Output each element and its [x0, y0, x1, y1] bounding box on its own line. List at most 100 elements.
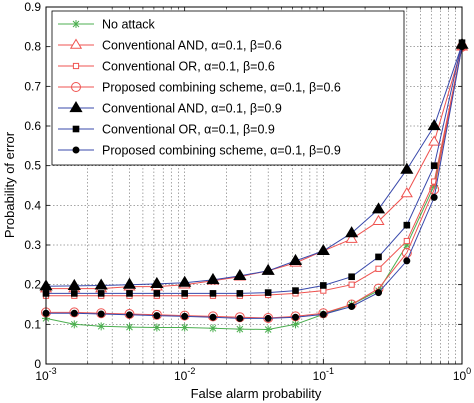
legend-item: Proposed combining scheme, α=0.1, β=0.6: [58, 81, 341, 95]
data-point: [125, 323, 134, 332]
y-tick-label: 0.1: [24, 317, 41, 331]
data-point: [403, 237, 410, 245]
x-tick-label: 10-3: [35, 366, 56, 383]
legend-label: Conventional OR, α=0.1, β=0.9: [102, 123, 275, 137]
data-point: [345, 232, 358, 243]
data-point: [348, 302, 356, 310]
legend-label: Conventional AND, α=0.1, β=0.6: [102, 39, 282, 53]
data-point: [97, 310, 105, 318]
data-point: [345, 226, 359, 238]
y-tick-label: 0.3: [24, 238, 41, 252]
data-point: [371, 202, 386, 214]
data-point: [291, 320, 300, 329]
data-point: [180, 323, 189, 332]
data-point: [428, 135, 441, 146]
data-point: [264, 314, 272, 322]
data-point: [150, 276, 164, 288]
data-point: [72, 20, 80, 28]
data-point: [430, 162, 438, 169]
data-point: [400, 162, 414, 174]
y-tick-label: 0.8: [24, 40, 41, 54]
legend-item: Conventional AND, α=0.1, β=0.6: [58, 39, 282, 53]
data-point: [72, 146, 80, 154]
data-point: [400, 186, 413, 198]
y-tick-label: 0.9: [24, 0, 41, 14]
data-point: [348, 281, 355, 288]
legend-item: Conventional AND, α=0.1, β=0.9: [58, 101, 282, 116]
data-point: [402, 241, 411, 249]
data-point: [320, 287, 327, 294]
legend-item: No attack: [58, 18, 156, 32]
series-line: [45, 44, 463, 287]
series-line: [46, 46, 463, 297]
data-point: [72, 125, 80, 133]
series-7: [42, 43, 466, 322]
data-point: [209, 290, 217, 297]
data-point: [320, 282, 327, 289]
data-point: [209, 313, 217, 321]
y-axis-label: Probability of error: [2, 131, 17, 238]
data-point: [71, 290, 78, 297]
data-point: [70, 320, 79, 329]
data-point: [372, 214, 385, 225]
data-point: [430, 193, 438, 201]
data-point: [292, 287, 299, 294]
data-point: [206, 272, 220, 285]
data-point: [375, 253, 382, 261]
data-point: [181, 290, 188, 297]
plot-frame: [45, 6, 463, 365]
series-line: [45, 46, 463, 331]
data-point: [71, 82, 81, 92]
data-point: [316, 243, 330, 256]
data-point: [97, 322, 106, 331]
data-point: [261, 263, 275, 275]
data-point: [403, 221, 411, 229]
data-point: [94, 278, 108, 290]
data-point: [319, 310, 327, 318]
data-point: [151, 309, 162, 320]
ticks: 0 0.1 0.2 0.3 0.4 0.5 0.6 0.7 0.8 0.9 10-3 10-2 10-1…: [24, 0, 471, 383]
data-point: [178, 275, 192, 287]
data-point: [126, 290, 133, 297]
x-axis-label: False alarm probability: [191, 386, 322, 401]
data-point: [125, 311, 133, 319]
y-tick-label: 0.7: [24, 79, 41, 93]
legend-box: [51, 10, 405, 166]
data-point: [72, 62, 80, 70]
data-point: [348, 273, 355, 281]
data-point: [96, 308, 107, 319]
legend-label: Proposed combining scheme, α=0.1, β=0.9: [102, 144, 341, 158]
data-point: [233, 268, 247, 281]
data-point: [375, 265, 382, 272]
data-point: [236, 314, 244, 322]
data-point: [208, 324, 217, 333]
legend-label: Conventional AND, α=0.1, β=0.9: [102, 102, 282, 116]
y-tick-label: 0.2: [24, 278, 41, 292]
series-line: [46, 46, 463, 319]
data-point: [207, 311, 218, 322]
data-point: [427, 119, 441, 131]
data-point: [70, 309, 78, 317]
legend: No attack Conventional AND, α=0.1, β=0.6 C…: [51, 10, 405, 166]
data-point: [69, 101, 83, 113]
data-point: [153, 290, 161, 297]
data-point: [181, 312, 189, 320]
legend-label: Conventional OR, α=0.1, β=0.6: [102, 60, 275, 74]
data-point: [292, 313, 300, 321]
data-point: [69, 38, 83, 49]
data-point: [288, 253, 303, 265]
legend-item: Conventional OR, α=0.1, β=0.9: [58, 123, 275, 137]
data-point: [153, 312, 161, 320]
data-point: [67, 278, 81, 290]
legend-item: Conventional OR, α=0.1, β=0.6: [58, 60, 275, 74]
data-point: [122, 277, 137, 289]
data-point: [430, 181, 439, 190]
y-tick-label: 0.4: [24, 198, 41, 212]
data-point: [97, 290, 105, 297]
legend-item: Proposed combining scheme, α=0.1, β=0.9: [58, 144, 341, 158]
y-tick-label: 0.6: [24, 119, 41, 133]
legend-label: No attack: [102, 18, 156, 32]
x-tick-label: 100: [453, 366, 471, 383]
x-tick-label: 10-1: [313, 366, 334, 383]
